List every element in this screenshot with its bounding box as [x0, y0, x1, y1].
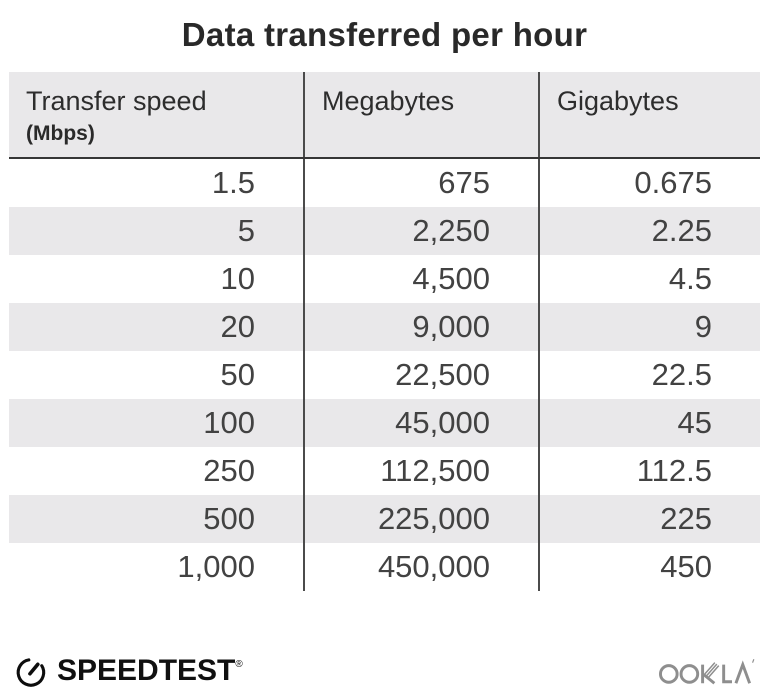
- cell-gigabytes: 45: [538, 399, 760, 447]
- table-row: 500 225,000 225: [9, 495, 760, 543]
- speedtest-wordmark: SPEEDTEST®: [57, 654, 243, 687]
- cell-gigabytes: 4.5: [538, 255, 760, 303]
- cell-transfer-speed: 1.5: [211, 165, 255, 200]
- speedtest-gauge-icon: [16, 657, 46, 687]
- header-label-transfer-speed: Transfer speed: [26, 86, 207, 116]
- table-row: 10 4,500 4.5: [9, 255, 760, 303]
- cell-transfer-speed: 5: [237, 213, 255, 248]
- ookla-wordmark-graphic: [659, 659, 755, 685]
- cell-megabytes: 45,000: [303, 399, 538, 447]
- cell-megabytes: 675: [303, 159, 538, 207]
- table-row: 250 112,500 112.5: [9, 447, 760, 495]
- cell-megabytes: 450,000: [303, 543, 538, 591]
- speedtest-logo: SPEEDTEST®: [14, 654, 243, 689]
- header-cell-megabytes: Megabytes: [303, 72, 538, 157]
- table-header: Transfer speed (Mbps) Megabytes Gigabyte…: [9, 72, 760, 159]
- cell-gigabytes: 112.5: [538, 447, 760, 495]
- cell-transfer-speed: 10: [220, 261, 255, 296]
- cell-transfer-speed: 1,000: [177, 549, 255, 584]
- cell-gigabytes: 22.5: [538, 351, 760, 399]
- cell-gigabytes: 9: [538, 303, 760, 351]
- page-title: Data transferred per hour: [181, 16, 588, 53]
- cell-megabytes: 225,000: [303, 495, 538, 543]
- header-unit-mbps: (Mbps): [26, 122, 95, 145]
- registered-trademark: ®: [235, 659, 243, 670]
- table-row: 20 9,000 9: [9, 303, 760, 351]
- header-label-gigabytes: Gigabytes: [557, 86, 679, 116]
- header-label-megabytes: Megabytes: [322, 86, 455, 116]
- cell-transfer-speed: 250: [203, 453, 255, 488]
- cell-megabytes: 4,500: [303, 255, 538, 303]
- ookla-logo: OOKLA: [659, 656, 756, 686]
- table-row: 5 2,250 2.25: [9, 207, 760, 255]
- table-row: 100 45,000 45: [9, 399, 760, 447]
- table-body: 1.5 675 0.675 5 2,250 2.25 10 4,500 4.5 …: [9, 159, 760, 591]
- cell-megabytes: 2,250: [303, 207, 538, 255]
- cell-gigabytes: 450: [538, 543, 760, 591]
- cell-gigabytes: 2.25: [538, 207, 760, 255]
- cell-megabytes: 9,000: [303, 303, 538, 351]
- cell-gigabytes: 0.675: [538, 159, 760, 207]
- cell-transfer-speed: 500: [203, 501, 255, 536]
- table-row: 1.5 675 0.675: [9, 159, 760, 207]
- cell-transfer-speed: 50: [220, 357, 255, 392]
- header-cell-gigabytes: Gigabytes: [538, 72, 760, 157]
- cell-megabytes: 112,500: [303, 447, 538, 495]
- table-row: 50 22,500 22.5: [9, 351, 760, 399]
- footer: SPEEDTEST® OOKLA: [14, 650, 756, 692]
- table-row: 1,000 450,000 450: [9, 543, 760, 591]
- cell-transfer-speed: 20: [220, 309, 255, 344]
- header-cell-transfer-speed: Transfer speed (Mbps): [9, 72, 303, 157]
- cell-transfer-speed: 100: [203, 405, 255, 440]
- cell-megabytes: 22,500: [303, 351, 538, 399]
- cell-gigabytes: 225: [538, 495, 760, 543]
- data-table: Transfer speed (Mbps) Megabytes Gigabyte…: [9, 72, 760, 591]
